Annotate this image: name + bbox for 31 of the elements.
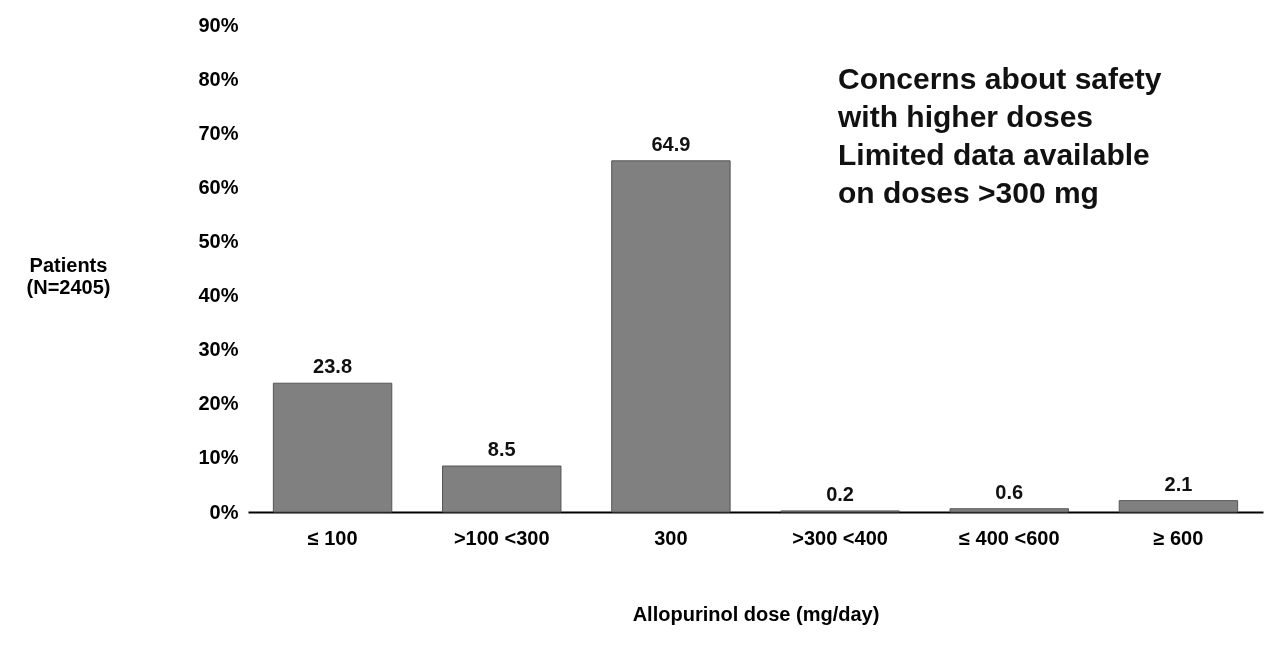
- y-tick-label: 90%: [198, 13, 239, 36]
- y-tick-label: 20%: [198, 392, 239, 415]
- data-label: 0.2: [826, 482, 854, 505]
- x-tick-label: 300: [654, 526, 688, 549]
- y-tick-label: 0%: [209, 500, 239, 523]
- bar: [272, 382, 393, 513]
- data-label: 2.1: [1164, 472, 1193, 495]
- data-label: 0.6: [995, 480, 1024, 503]
- y-tick-label: 10%: [198, 446, 239, 469]
- y-tick-label: 30%: [198, 338, 239, 361]
- annotation: Limited data available on doses >300 mg: [838, 138, 1150, 209]
- y-tick-label: 80%: [198, 67, 239, 90]
- bar: [1118, 500, 1239, 513]
- x-axis-title: Allopurinol dose (mg/day): [632, 602, 880, 625]
- x-tick-label: ≥ 600: [1153, 526, 1204, 549]
- x-tick-label: >100 <300: [453, 526, 550, 549]
- y-tick-label: 50%: [198, 229, 239, 252]
- data-label: 23.8: [313, 355, 353, 378]
- y-axis-title: Patients (N=2405): [26, 253, 111, 298]
- data-label: 8.5: [487, 438, 516, 461]
- x-tick-label: >300 <400: [792, 526, 888, 549]
- data-label: 64.9: [651, 132, 691, 155]
- annotation: Concerns about safety with higher doses: [837, 62, 1162, 133]
- y-tick-label: 60%: [198, 175, 239, 198]
- y-tick-label: 40%: [198, 284, 239, 307]
- bar: [611, 160, 731, 513]
- y-tick-label: 70%: [198, 121, 239, 144]
- bar: [949, 508, 1069, 513]
- bar: [442, 465, 562, 513]
- x-tick-label: ≤ 100: [307, 526, 358, 549]
- x-tick-label: ≤ 400 <600: [958, 526, 1060, 549]
